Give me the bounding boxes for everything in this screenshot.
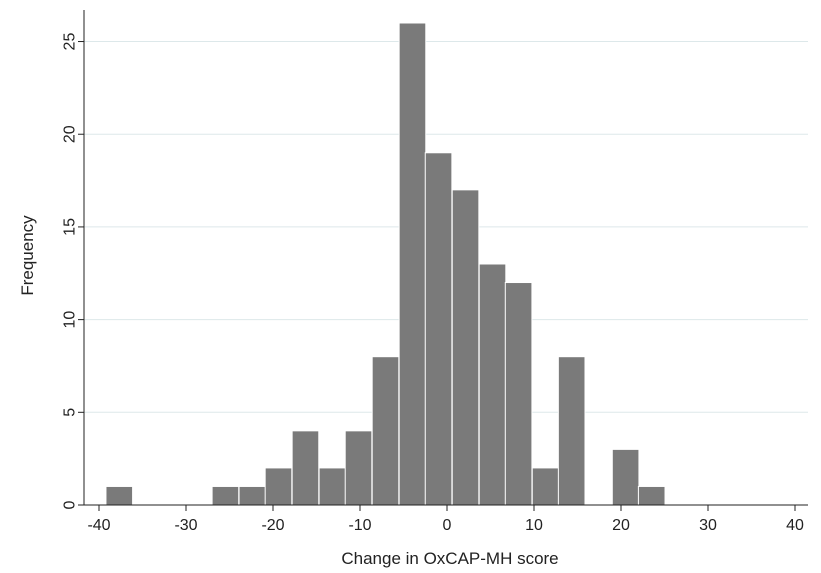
x-tick-label: 20 [612,517,630,534]
bars [105,22,666,506]
x-tick-label: -20 [261,517,284,534]
histogram-bar [611,448,640,506]
ticks: -40 -30 -20 -10 0 10 20 30 40 0 5 10 15 20 25 [62,33,805,534]
x-tick-label: 30 [699,517,717,534]
histogram-bar [105,485,134,506]
histogram-bar [291,430,320,506]
x-tick-label: 40 [786,517,804,534]
y-tick-label: 5 [62,408,79,417]
axes [83,10,808,506]
histogram-bar [398,22,427,506]
y-tick-label: 20 [62,125,79,143]
histogram-bar [451,189,480,506]
histogram-bar [371,356,400,506]
x-tick-label: -40 [87,517,110,534]
x-tick-label: -30 [174,517,197,534]
histogram-bar [531,467,560,506]
x-tick-label: 10 [525,517,543,534]
histogram-bar [637,485,666,506]
histogram-bar [504,282,533,506]
y-tick-label: 25 [62,33,79,51]
histogram-bar [238,485,267,506]
histogram-bar [344,430,373,506]
x-axis-title: Change in OxCAP-MH score [341,549,558,568]
y-tick-label: 10 [62,311,79,329]
x-tick-label: -10 [348,517,371,534]
histogram-bar [318,467,347,506]
histogram-bar [424,152,453,506]
y-tick-label: 0 [62,500,79,509]
histogram-bar [211,485,240,506]
x-tick-label: 0 [443,517,452,534]
y-axis-title: Frequency [18,215,37,296]
histogram-bar [264,467,293,506]
histogram-bar [478,263,507,506]
y-tick-label: 15 [62,218,79,236]
histogram-bar [557,356,586,506]
